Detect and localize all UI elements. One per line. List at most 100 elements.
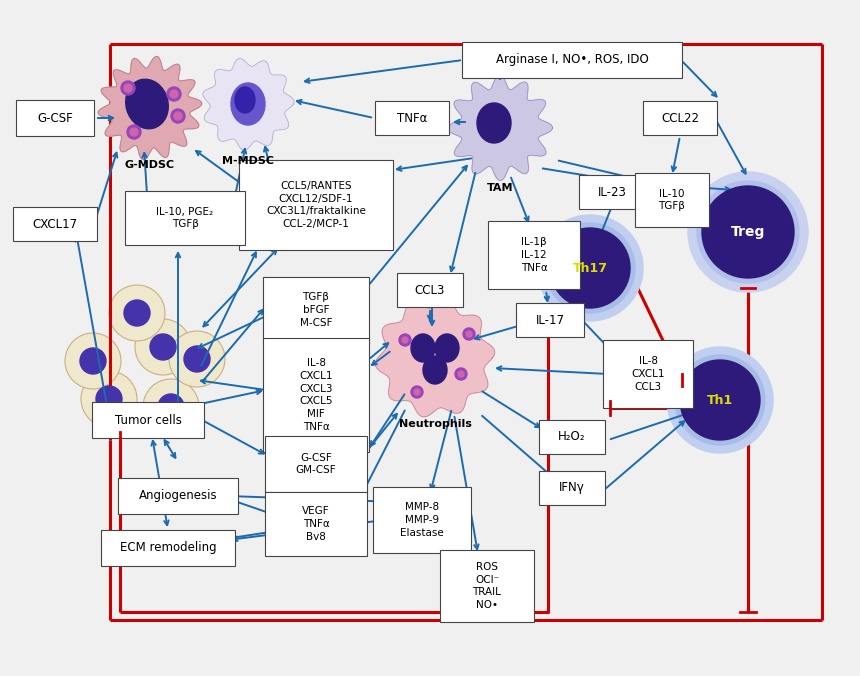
Circle shape: [167, 87, 181, 101]
Circle shape: [545, 223, 635, 313]
Text: IL-1β
IL-12
TNFα: IL-1β IL-12 TNFα: [520, 237, 547, 273]
Ellipse shape: [169, 331, 225, 387]
Text: MMP-8
MMP-9
Elastase: MMP-8 MMP-9 Elastase: [400, 502, 444, 538]
Text: H₂O₂: H₂O₂: [558, 431, 586, 443]
Text: IL-17: IL-17: [536, 314, 564, 327]
Text: M-MDSC: M-MDSC: [222, 156, 274, 166]
FancyBboxPatch shape: [539, 420, 605, 454]
Circle shape: [680, 360, 760, 440]
FancyBboxPatch shape: [579, 175, 645, 209]
Text: CXCL17: CXCL17: [33, 218, 77, 231]
Ellipse shape: [150, 334, 176, 360]
Text: CCL22: CCL22: [661, 112, 699, 124]
FancyBboxPatch shape: [101, 530, 235, 566]
FancyBboxPatch shape: [263, 277, 369, 343]
Ellipse shape: [124, 300, 150, 326]
Circle shape: [411, 386, 423, 398]
FancyBboxPatch shape: [16, 100, 94, 136]
Circle shape: [402, 337, 408, 343]
Text: Treg: Treg: [731, 225, 765, 239]
Text: G-CSF: G-CSF: [37, 112, 73, 124]
Circle shape: [702, 186, 794, 278]
Ellipse shape: [135, 319, 191, 375]
Ellipse shape: [231, 83, 265, 125]
Polygon shape: [447, 76, 552, 180]
FancyBboxPatch shape: [92, 402, 204, 438]
Ellipse shape: [143, 379, 199, 435]
Text: G-CSF
GM-CSF: G-CSF GM-CSF: [296, 453, 336, 475]
Circle shape: [399, 334, 411, 346]
Ellipse shape: [184, 346, 210, 372]
Text: IL-10, PGE₂
TGFβ: IL-10, PGE₂ TGFβ: [157, 207, 213, 229]
Text: IL-8
CXCL1
CXCL3
CXCL5
MIF
TNFα: IL-8 CXCL1 CXCL3 CXCL5 MIF TNFα: [299, 358, 333, 432]
FancyBboxPatch shape: [539, 471, 605, 505]
Text: Th17: Th17: [573, 262, 607, 274]
Polygon shape: [375, 299, 494, 417]
Text: CCL3: CCL3: [415, 283, 445, 297]
Text: TAM: TAM: [487, 183, 513, 193]
Circle shape: [667, 347, 773, 453]
Circle shape: [174, 112, 182, 120]
Polygon shape: [203, 59, 294, 150]
Text: IL-8
CXCL1
CCL3: IL-8 CXCL1 CCL3: [631, 356, 665, 392]
Text: Arginase I, NO•, ROS, IDO: Arginase I, NO•, ROS, IDO: [495, 53, 648, 66]
Text: IL-23: IL-23: [598, 185, 626, 199]
Text: VEGF
TNFα
Bv8: VEGF TNFα Bv8: [302, 506, 330, 541]
Text: IFNγ: IFNγ: [559, 481, 585, 495]
FancyBboxPatch shape: [440, 550, 534, 622]
Ellipse shape: [109, 285, 165, 341]
FancyBboxPatch shape: [635, 173, 709, 227]
Circle shape: [124, 84, 132, 92]
Text: IL-10
TGFβ: IL-10 TGFβ: [659, 189, 685, 212]
Ellipse shape: [423, 356, 447, 384]
FancyBboxPatch shape: [118, 478, 238, 514]
Ellipse shape: [126, 79, 169, 128]
Ellipse shape: [96, 386, 122, 412]
Text: G-MDSC: G-MDSC: [125, 160, 175, 170]
Circle shape: [466, 331, 472, 337]
Ellipse shape: [81, 371, 137, 427]
FancyBboxPatch shape: [488, 221, 580, 289]
Text: Angiogenesis: Angiogenesis: [138, 489, 218, 502]
FancyBboxPatch shape: [265, 492, 367, 556]
Text: CCL5/RANTES
CXCL12/SDF-1
CXC3L1/fraktalkine
CCL-2/MCP-1: CCL5/RANTES CXCL12/SDF-1 CXC3L1/fraktalk…: [266, 180, 366, 229]
Circle shape: [688, 172, 808, 292]
FancyBboxPatch shape: [263, 338, 369, 452]
Ellipse shape: [477, 103, 511, 143]
FancyBboxPatch shape: [375, 101, 449, 135]
Text: TNFα: TNFα: [396, 112, 427, 124]
Ellipse shape: [235, 87, 255, 113]
Ellipse shape: [411, 334, 435, 362]
Circle shape: [130, 128, 138, 136]
Circle shape: [697, 181, 799, 283]
Circle shape: [458, 371, 464, 377]
Circle shape: [463, 328, 475, 340]
Text: ROS
OCl⁻
TRAIL
NO•: ROS OCl⁻ TRAIL NO•: [472, 562, 501, 610]
Circle shape: [121, 81, 135, 95]
Polygon shape: [98, 57, 202, 160]
Text: Neutrophils: Neutrophils: [398, 419, 471, 429]
FancyBboxPatch shape: [265, 436, 367, 492]
Circle shape: [455, 368, 467, 380]
FancyBboxPatch shape: [462, 42, 682, 78]
Text: ECM remodeling: ECM remodeling: [120, 541, 217, 554]
FancyBboxPatch shape: [603, 340, 693, 408]
FancyBboxPatch shape: [643, 101, 717, 135]
Text: TGFβ
bFGF
M-CSF: TGFβ bFGF M-CSF: [300, 292, 332, 328]
Circle shape: [675, 355, 765, 445]
Text: Tumor cells: Tumor cells: [114, 414, 181, 427]
Circle shape: [127, 125, 141, 139]
Ellipse shape: [80, 348, 106, 374]
Circle shape: [414, 389, 420, 395]
FancyBboxPatch shape: [13, 207, 97, 241]
FancyBboxPatch shape: [239, 160, 393, 250]
FancyBboxPatch shape: [373, 487, 471, 553]
Circle shape: [170, 90, 178, 98]
Ellipse shape: [65, 333, 121, 389]
Circle shape: [171, 109, 185, 123]
FancyBboxPatch shape: [125, 191, 245, 245]
Ellipse shape: [158, 394, 184, 420]
Circle shape: [537, 215, 643, 321]
Circle shape: [550, 228, 630, 308]
Ellipse shape: [435, 334, 459, 362]
